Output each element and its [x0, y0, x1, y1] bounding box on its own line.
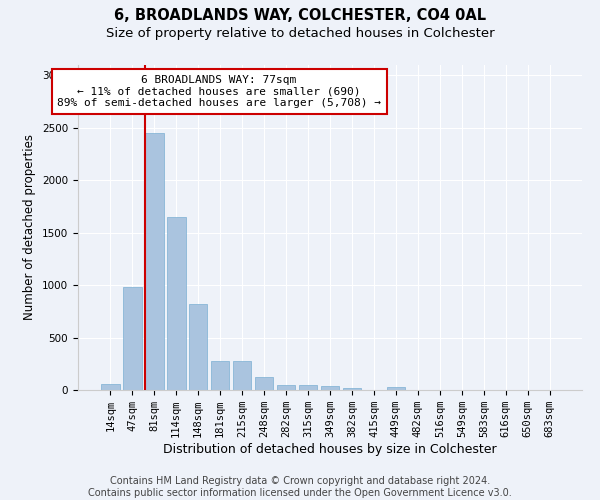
- Text: Contains HM Land Registry data © Crown copyright and database right 2024.
Contai: Contains HM Land Registry data © Crown c…: [88, 476, 512, 498]
- Bar: [320, 386, 340, 390]
- Bar: [386, 387, 405, 390]
- Bar: [123, 288, 142, 390]
- Bar: [101, 384, 119, 390]
- Text: 6 BROADLANDS WAY: 77sqm
← 11% of detached houses are smaller (690)
89% of semi-d: 6 BROADLANDS WAY: 77sqm ← 11% of detache…: [57, 74, 381, 108]
- Bar: [167, 217, 185, 390]
- Bar: [299, 385, 317, 390]
- Text: Size of property relative to detached houses in Colchester: Size of property relative to detached ho…: [106, 27, 494, 40]
- Y-axis label: Number of detached properties: Number of detached properties: [23, 134, 37, 320]
- Bar: [189, 304, 208, 390]
- Bar: [211, 360, 229, 390]
- Bar: [145, 133, 164, 390]
- Bar: [277, 385, 295, 390]
- Bar: [255, 378, 274, 390]
- X-axis label: Distribution of detached houses by size in Colchester: Distribution of detached houses by size …: [163, 443, 497, 456]
- Bar: [233, 360, 251, 390]
- Bar: [343, 388, 361, 390]
- Text: 6, BROADLANDS WAY, COLCHESTER, CO4 0AL: 6, BROADLANDS WAY, COLCHESTER, CO4 0AL: [114, 8, 486, 22]
